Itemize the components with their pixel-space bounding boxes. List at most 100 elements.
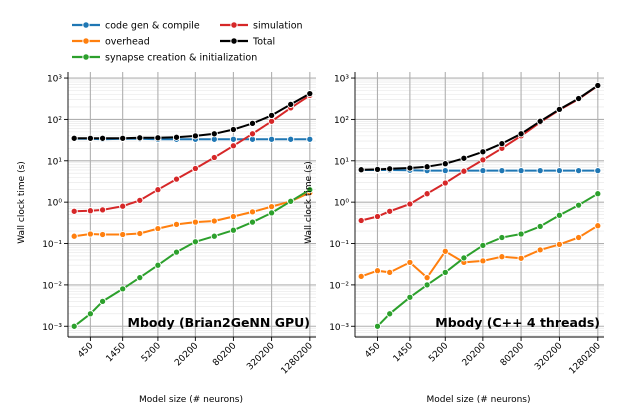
legend-label: simulation — [253, 21, 303, 32]
legend-marker — [82, 37, 90, 45]
data-point — [191, 218, 199, 226]
data-point — [229, 226, 237, 234]
data-point — [210, 153, 218, 162]
data-point — [86, 134, 94, 142]
data-point — [406, 164, 414, 172]
data-point — [70, 322, 78, 330]
y-tick-label: 10⁻³ — [329, 323, 349, 333]
data-point — [191, 164, 199, 173]
chart-panel-cpp: 10⁻³ 10⁻² 10⁻¹ 10⁰ 10¹ 10² 10³ 450 1450 5200 20200… — [304, 72, 604, 405]
data-point — [536, 222, 544, 230]
legend-marker — [230, 21, 238, 29]
data-point — [423, 190, 431, 198]
y-tick-label: 10⁻² — [42, 281, 62, 291]
data-point — [498, 253, 506, 261]
data-point — [70, 207, 78, 215]
data-point — [229, 212, 237, 221]
data-point — [386, 268, 394, 276]
data-point — [373, 267, 382, 275]
data-point — [268, 111, 276, 119]
data-point — [406, 258, 414, 266]
data-point — [248, 218, 257, 226]
data-point — [70, 232, 78, 240]
data-point — [594, 81, 602, 90]
data-point — [287, 100, 295, 108]
data-point — [86, 230, 94, 238]
data-point — [406, 293, 414, 301]
data-point — [268, 117, 276, 125]
data-point — [86, 310, 94, 318]
data-point — [210, 217, 218, 225]
data-point — [154, 261, 162, 269]
y-tick-label: 10³ — [47, 75, 62, 85]
data-point — [479, 148, 487, 156]
panel-title: Mbody (C++ 4 threads) — [435, 315, 600, 330]
y-tick-label: 10² — [334, 116, 349, 126]
y-tick-label: 10⁰ — [47, 199, 62, 209]
legend-label: overhead — [105, 37, 150, 48]
grid — [355, 72, 604, 337]
data-point — [373, 165, 382, 173]
data-point — [357, 216, 365, 225]
data-point — [229, 125, 237, 134]
data-point — [498, 140, 506, 148]
data-point — [119, 202, 127, 210]
legend-label: code gen & compile — [105, 21, 200, 32]
x-tick-label: 1280200 — [280, 341, 316, 377]
data-point — [172, 248, 181, 256]
data-point — [406, 200, 414, 208]
x-axis-label: Model size (# neurons) — [427, 395, 531, 405]
data-point — [555, 211, 563, 219]
data-point — [386, 207, 394, 215]
data-point — [386, 310, 394, 318]
data-point — [136, 196, 144, 204]
data-point — [248, 130, 257, 138]
y-tick-label: 10⁻³ — [42, 323, 62, 333]
data-point — [248, 208, 257, 216]
data-point — [287, 135, 295, 143]
x-tick-label: 20200 — [461, 341, 489, 369]
data-point — [86, 207, 94, 215]
x-axis-label: Model size (# neurons) — [139, 395, 243, 405]
legend-item-simulation: simulation — [220, 21, 303, 32]
data-point — [536, 117, 544, 125]
data-point — [357, 272, 365, 280]
series-line — [73, 188, 311, 328]
data-point — [99, 134, 107, 142]
data-point — [136, 274, 144, 282]
data-point — [441, 179, 449, 187]
y-tick-label: 10² — [47, 116, 62, 126]
data-point — [154, 225, 162, 233]
data-point — [119, 230, 127, 239]
data-point — [423, 274, 431, 282]
series-synapse-creation-initialization — [70, 186, 314, 330]
data-point — [357, 166, 365, 174]
x-tick-label: 80200 — [211, 341, 239, 369]
data-point — [99, 230, 107, 239]
y-tick-label: 10¹ — [47, 157, 62, 167]
data-point — [306, 90, 314, 98]
data-point — [172, 133, 181, 141]
data-point — [191, 132, 199, 140]
data-point — [479, 167, 487, 175]
data-point — [517, 230, 525, 238]
data-point — [441, 268, 449, 276]
legend-label: synapse creation & initialization — [105, 53, 257, 64]
data-point — [119, 285, 127, 293]
data-point — [136, 134, 144, 142]
data-point — [517, 130, 525, 138]
data-point — [575, 233, 583, 242]
data-point — [575, 167, 583, 175]
grid — [68, 72, 316, 337]
data-point — [575, 94, 583, 103]
data-point — [594, 222, 602, 230]
data-point — [460, 154, 468, 162]
data-point — [536, 167, 544, 175]
y-tick-label: 10³ — [334, 75, 349, 85]
y-tick-label: 10⁰ — [334, 199, 349, 209]
legend-item-overhead: overhead — [72, 37, 150, 48]
x-tick-label: 450 — [76, 341, 95, 360]
data-point — [154, 186, 162, 194]
data-point — [172, 220, 181, 228]
data-point — [306, 186, 314, 194]
